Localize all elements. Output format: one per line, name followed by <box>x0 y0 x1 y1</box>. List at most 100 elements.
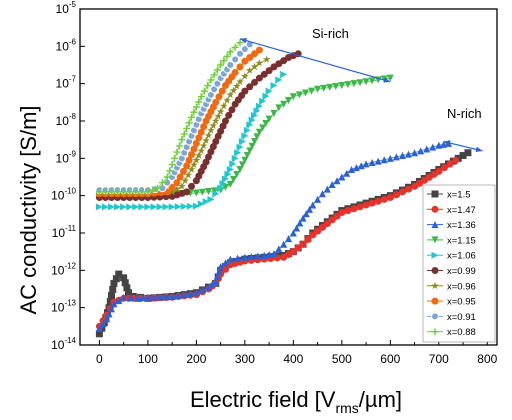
data-point <box>374 157 382 165</box>
data-point <box>224 170 232 178</box>
data-point <box>215 268 223 276</box>
data-point <box>344 207 352 215</box>
data-point <box>247 253 255 261</box>
data-point <box>350 205 358 213</box>
data-point <box>221 183 229 191</box>
legend-marker <box>431 205 439 213</box>
data-point <box>294 244 302 252</box>
data-point <box>195 98 203 106</box>
data-point <box>187 165 196 173</box>
data-point <box>238 161 246 169</box>
data-point <box>174 203 182 211</box>
data-point <box>195 151 203 159</box>
x-axis-title: Electric field [Vrms/µm] <box>190 387 402 416</box>
data-point <box>262 92 270 100</box>
data-point <box>231 154 239 162</box>
data-point <box>174 292 182 300</box>
data-point <box>398 188 406 196</box>
data-point <box>250 62 259 71</box>
legend-label: x=1.06 <box>447 251 476 262</box>
plot-frame <box>79 8 498 346</box>
data-point <box>226 61 235 69</box>
data-point <box>108 305 116 313</box>
data-point <box>435 167 443 175</box>
data-point <box>149 186 157 194</box>
data-point <box>109 285 117 293</box>
data-point <box>208 280 216 288</box>
data-point <box>101 188 109 196</box>
legend-label: x=1.47 <box>447 205 476 216</box>
data-point <box>204 283 212 291</box>
data-point <box>202 198 210 206</box>
data-point <box>171 154 179 162</box>
data-point <box>411 149 419 157</box>
data-point <box>304 236 312 244</box>
data-point <box>168 203 176 211</box>
data-point <box>362 201 370 209</box>
data-point <box>259 97 267 105</box>
data-point <box>435 141 443 149</box>
data-point <box>318 223 326 231</box>
data-point <box>156 203 164 211</box>
data-point <box>233 171 241 179</box>
data-point <box>223 52 231 60</box>
legend-label: x=1.5 <box>447 190 471 201</box>
data-point <box>368 159 376 167</box>
data-point <box>124 289 132 297</box>
legend-label: x=0.96 <box>447 281 476 292</box>
legend-marker <box>431 251 439 259</box>
data-point <box>220 102 228 110</box>
data-point <box>229 160 237 168</box>
data-point <box>248 116 256 124</box>
data-point <box>254 252 262 260</box>
data-point <box>120 274 128 282</box>
data-point <box>168 187 176 196</box>
data-point <box>386 154 394 162</box>
data-point <box>234 149 242 157</box>
data-point <box>186 290 194 298</box>
data-point <box>293 224 301 232</box>
arrow-head <box>475 146 483 153</box>
data-point <box>218 87 226 95</box>
data-point <box>190 108 198 116</box>
data-point <box>241 156 249 164</box>
x-tick-label: 800 <box>477 352 497 366</box>
data-point <box>236 166 244 174</box>
x-tick-label: 0 <box>96 352 103 366</box>
data-point <box>158 179 166 187</box>
data-point <box>108 292 116 300</box>
x-tick-label: 200 <box>186 352 206 366</box>
legend-marker <box>431 267 439 274</box>
data-point <box>221 117 229 125</box>
data-point <box>120 293 128 301</box>
data-point <box>95 203 103 211</box>
data-point <box>289 93 297 101</box>
data-point <box>251 78 259 86</box>
y-tick-label: 10-5 <box>56 0 77 16</box>
data-point <box>241 87 249 95</box>
data-point <box>255 102 263 110</box>
data-point <box>168 161 176 169</box>
legend-label: x=0.88 <box>447 327 476 338</box>
arrow-head <box>443 140 451 146</box>
data-point <box>245 66 254 74</box>
data-point <box>352 164 360 172</box>
legend-marker <box>431 328 439 336</box>
data-point <box>132 203 140 211</box>
data-point <box>238 138 246 146</box>
data-point <box>210 71 218 79</box>
data-point <box>216 107 225 115</box>
data-point <box>314 227 322 235</box>
data-point <box>356 79 364 87</box>
data-point <box>253 133 261 141</box>
data-point <box>280 100 288 108</box>
data-point <box>246 83 254 91</box>
data-point <box>126 203 134 211</box>
x-tick-label: 600 <box>380 352 400 366</box>
legend-label: x=1.36 <box>447 220 476 231</box>
data-point <box>217 266 225 274</box>
data-point <box>270 82 278 90</box>
data-point <box>309 231 317 239</box>
data-point <box>127 294 135 302</box>
